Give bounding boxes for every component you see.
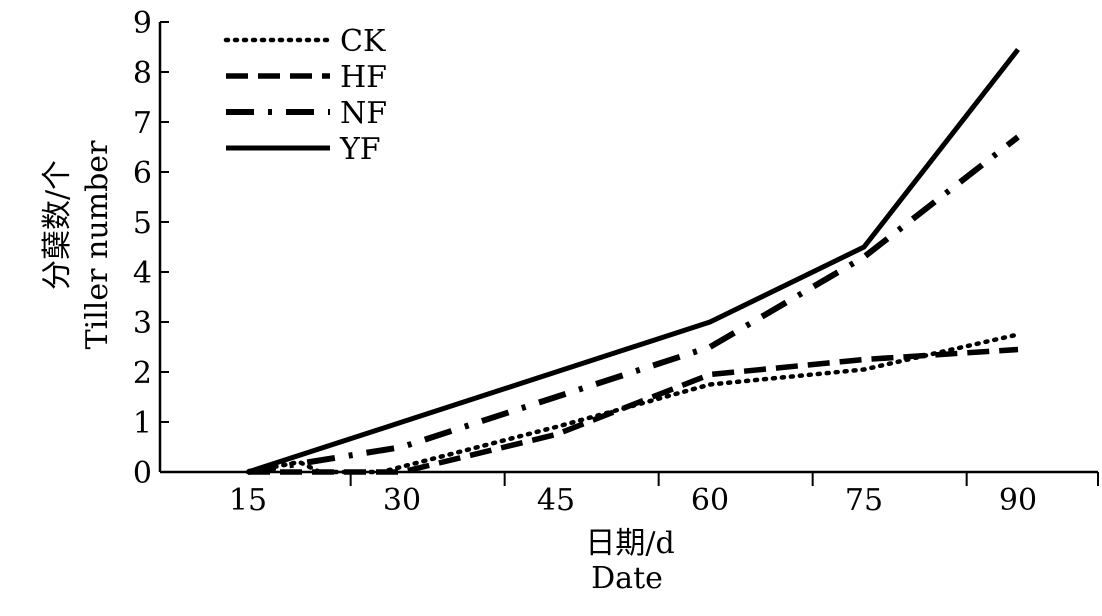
series-line-nf [247, 134, 1020, 475]
series-line-hf [248, 346, 1019, 475]
y-ticks: 0 1 2 3 4 5 6 7 8 9 [133, 6, 169, 491]
x-axis-title: 日期/d [585, 526, 674, 561]
x-tick-label: 30 [383, 483, 421, 518]
y-tick-label: 4 [133, 256, 152, 291]
y-tick-label: 7 [133, 106, 152, 141]
series-line-yf [247, 47, 1020, 475]
x-tick-label: 60 [691, 483, 729, 518]
series-line-ck [245, 332, 1021, 475]
y-tick-label: 2 [133, 356, 152, 391]
y-tick-label: 1 [133, 406, 152, 441]
y-axis-title-en: Tiller number [80, 140, 115, 349]
legend-label-yf: YF [339, 132, 381, 167]
x-tick-label: 15 [229, 483, 267, 518]
y-tick-label: 0 [133, 456, 152, 491]
x-tick-label: 45 [537, 483, 575, 518]
legend-label-nf: NF [340, 96, 387, 131]
series-lines [245, 47, 1021, 475]
x-axis-title-en: Date [591, 561, 663, 596]
x-tick-label: 90 [999, 483, 1037, 518]
x-ticks: 15 30 45 60 75 90 [229, 472, 1099, 518]
y-tick-label: 3 [133, 306, 152, 341]
y-axis-title: 分蘖数/个 [40, 160, 75, 290]
y-tick-label: 8 [133, 56, 152, 91]
y-tick-label: 6 [133, 156, 152, 191]
y-tick-label: 5 [133, 206, 152, 241]
legend-label-ck: CK [340, 24, 386, 59]
x-tick-label: 75 [845, 483, 883, 518]
legend-label-hf: HF [340, 60, 387, 95]
y-tick-label: 9 [133, 6, 152, 41]
